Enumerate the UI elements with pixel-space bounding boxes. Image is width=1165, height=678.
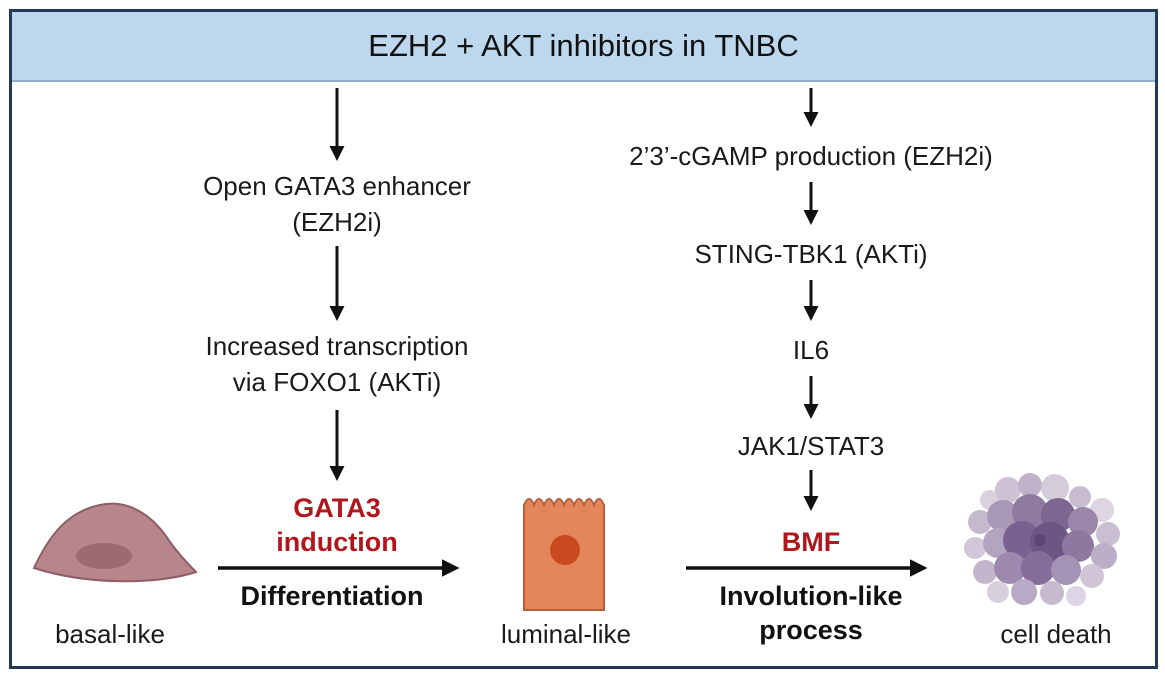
luminal-cell-icon — [524, 499, 604, 610]
basal-cell-icon — [34, 504, 196, 582]
cell-death-label: cell death — [966, 616, 1146, 652]
dead-cell-icon — [964, 473, 1120, 606]
bmf-outcome: BMF — [686, 524, 936, 560]
left-step2-line1: Increased transcription — [137, 328, 537, 364]
differentiation-label: Differentiation — [198, 578, 466, 614]
involution-label-line2: process — [666, 612, 956, 648]
gata3-outcome-line2: induction — [218, 524, 456, 560]
involution-label-line1: Involution-like — [666, 578, 956, 614]
luminal-like-label: luminal-like — [468, 616, 664, 652]
gata3-outcome-line1: GATA3 — [218, 490, 456, 526]
left-step1-line2: (EZH2i) — [137, 204, 537, 240]
basal-like-label: basal-like — [20, 616, 200, 652]
left-step2-line2: via FOXO1 (AKTi) — [137, 364, 537, 400]
right-step1: 2’3’-cGAMP production (EZH2i) — [571, 138, 1051, 174]
right-step4: JAK1/STAT3 — [571, 428, 1051, 464]
left-step1-line1: Open GATA3 enhancer — [137, 168, 537, 204]
right-step2: STING-TBK1 (AKTi) — [571, 236, 1051, 272]
right-step3: IL6 — [571, 332, 1051, 368]
